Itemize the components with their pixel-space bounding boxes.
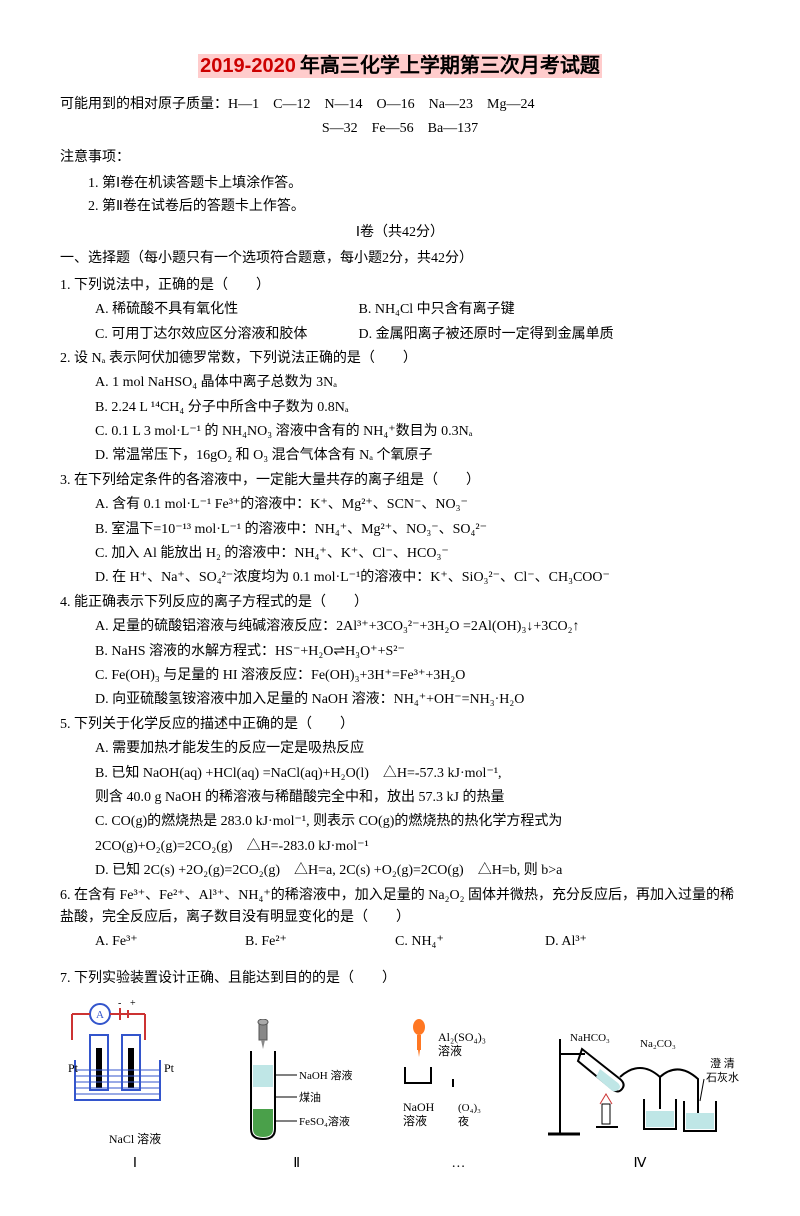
q1c: C. 可用丁达尔效应区分溶液和胶体	[95, 324, 355, 346]
q6a: A. Fe³⁺	[95, 931, 245, 953]
dg2-label: Ⅱ	[293, 1153, 300, 1175]
q2: 2. 设 Nₐ 表示阿伏加德罗常数，下列说法正确的是（ ）	[60, 348, 740, 370]
q5b2: 则含 40.0 g NaOH 的稀溶液与稀醋酸完全中和，放出 57.3 kJ 的…	[95, 787, 740, 809]
atomic-masses-1: 可能用到的相对原子质量：H—1 C—12 N—14 O—16 Na—23 Mg—…	[60, 94, 740, 116]
section-1: 一、选择题（每小题只有一个选项符合题意，每小题2分，共42分）	[60, 248, 740, 270]
diagram-4-svg: NaHCO₃ Na₂CO₃ 澄 清 石灰水	[540, 1019, 740, 1149]
svg-text:Al₂(SO₄)₃: Al₂(SO₄)₃	[438, 1030, 486, 1044]
svg-text:澄 清: 澄 清	[710, 1056, 735, 1070]
q4c: C. Fe(OH)₃ 与足量的 HI 溶液反应：Fe(OH)₃+3H⁺=Fe³⁺…	[95, 665, 740, 687]
diagram-3-svg: Al₂(SO₄)₃ 溶液 NaOH 溶液 (O₄)₃ 夜	[383, 1019, 533, 1149]
svg-text:A: A	[96, 1009, 104, 1021]
notice-header: 注意事项：	[60, 147, 740, 169]
svg-text:NaHCO₃: NaHCO₃	[570, 1032, 610, 1044]
svg-text:Pt: Pt	[164, 1061, 175, 1075]
q7: 7. 下列实验装置设计正确、且能达到目的的是（ ）	[60, 968, 740, 990]
q5: 5. 下列关于化学反应的描述中正确的是（ ）	[60, 714, 740, 736]
q3d: D. 在 H⁺、Na⁺、SO₄²⁻浓度均为 0.1 mol·L⁻¹的溶液中：K⁺…	[95, 567, 740, 589]
svg-text:NaOH: NaOH	[403, 1100, 435, 1114]
notice-2: 2. 第Ⅱ卷在试卷后的答题卡上作答。	[88, 196, 740, 218]
svg-text:Pt: Pt	[68, 1061, 79, 1075]
q1-row1: A. 稀硫酸不具有氧化性 B. NH₄Cl 中只含有离子键	[95, 299, 740, 321]
q6c: C. NH₄⁺	[395, 931, 545, 953]
q4: 4. 能正确表示下列反应的离子方程式的是（ ）	[60, 592, 740, 614]
diagram-2: NaOH 溶液 煤油 FeSO₄溶液 Ⅱ	[217, 1019, 377, 1175]
diagram-2-svg: NaOH 溶液 煤油 FeSO₄溶液	[217, 1019, 377, 1149]
q5c1: C. CO(g)的燃烧热是 283.0 kJ·mol⁻¹, 则表示 CO(g)的…	[95, 811, 740, 833]
q2b: B. 2.24 L ¹⁴CH₄ 分子中所含中子数为 0.8Nₐ	[95, 397, 740, 419]
q2a: A. 1 mol NaHSO₄ 晶体中离子总数为 3Nₐ	[95, 372, 740, 394]
dg2-fe-text: FeSO₄溶液	[299, 1114, 350, 1128]
q3b: B. 室温下=10⁻¹³ mol·L⁻¹ 的溶液中：NH₄⁺、Mg²⁺、NO₃⁻…	[95, 519, 740, 541]
q6b: B. Fe²⁺	[245, 931, 395, 953]
diagram-1-svg: A - +	[60, 1000, 210, 1130]
dg4-label: Ⅳ	[634, 1153, 647, 1175]
title-rest: 年高三化学上学期第三次月考试题	[298, 54, 602, 78]
q2d: D. 常温常压下，16gO₂ 和 O₃ 混合气体含有 Nₐ 个氧原子	[95, 445, 740, 467]
q5a: A. 需要加热才能发生的反应一定是吸热反应	[95, 738, 740, 760]
dg1-label: Ⅰ	[133, 1153, 137, 1175]
dg2-naoh-text: NaOH 溶液	[299, 1068, 352, 1082]
dg2-oil-text: 煤油	[299, 1090, 321, 1104]
q6-options: A. Fe³⁺ B. Fe²⁺ C. NH₄⁺ D. Al³⁺	[95, 931, 740, 953]
notice-1: 1. 第Ⅰ卷在机读答题卡上填涂作答。	[88, 173, 740, 195]
q5b1: B. 已知 NaOH(aq) +HCl(aq) =NaCl(aq)+H₂O(l)…	[95, 763, 740, 785]
exam-page: 2019-2020年高三化学上学期第三次月考试题 可能用到的相对原子质量：H—1…	[0, 0, 800, 1216]
q5c2: 2CO(g)+O₂(g)=2CO₂(g) △H=-283.0 kJ·mol⁻¹	[95, 836, 740, 858]
q1-row2: C. 可用丁达尔效应区分溶液和胶体 D. 金属阳离子被还原时一定得到金属单质	[95, 324, 740, 346]
diagram-4: NaHCO₃ Na₂CO₃ 澄 清 石灰水	[540, 1019, 740, 1175]
q1d: D. 金属阳离子被还原时一定得到金属单质	[359, 327, 614, 342]
diagram-1: A - +	[60, 1000, 210, 1176]
q3c: C. 加入 Al 能放出 H₂ 的溶液中：NH₄⁺、K⁺、Cl⁻、HCO₃⁻	[95, 543, 740, 565]
svg-text:Na₂CO₃: Na₂CO₃	[640, 1038, 676, 1050]
q3a: A. 含有 0.1 mol·L⁻¹ Fe³⁺的溶液中：K⁺、Mg²⁺、SCN⁻、…	[95, 494, 740, 516]
dg1-salt: NaCl 溶液	[109, 1130, 161, 1149]
atomic-masses-2: S—32 Fe—56 Ba—137	[60, 118, 740, 140]
q2c: C. 0.1 L 3 mol·L⁻¹ 的 NH₄NO₃ 溶液中含有的 NH₄⁺数…	[95, 421, 740, 443]
diagram-3: Al₂(SO₄)₃ 溶液 NaOH 溶液 (O₄)₃ 夜 …	[383, 1019, 533, 1175]
q4b: B. NaHS 溶液的水解方程式：HS⁻+H₂O⇌H₃O⁺+S²⁻	[95, 641, 740, 663]
svg-text:溶液: 溶液	[403, 1113, 427, 1128]
svg-text:(O₄)₃: (O₄)₃	[458, 1102, 481, 1114]
q6: 6. 在含有 Fe³⁺、Fe²⁺、Al³⁺、NH₄⁺的稀溶液中，加入足量的 Na…	[60, 885, 740, 930]
svg-text:溶液: 溶液	[438, 1043, 462, 1058]
q4a: A. 足量的硫酸铝溶液与纯碱溶液反应：2Al³⁺+3CO₃²⁻+3H₂O =2A…	[95, 616, 740, 638]
dg3-label: …	[451, 1153, 465, 1175]
q5d: D. 已知 2C(s) +2O₂(g)=2CO₂(g) △H=a, 2C(s) …	[95, 860, 740, 882]
diagram-row: A - +	[60, 1000, 740, 1176]
q3: 3. 在下列给定条件的各溶液中，一定能大量共存的离子组是（ ）	[60, 470, 740, 492]
svg-text:石灰水: 石灰水	[706, 1070, 739, 1084]
q1b: B. NH₄Cl 中只含有离子键	[359, 302, 515, 317]
svg-text:+: +	[130, 1000, 136, 1009]
q6d: D. Al³⁺	[545, 931, 695, 953]
q4d: D. 向亚硫酸氢铵溶液中加入足量的 NaOH 溶液：NH₄⁺+OH⁻=NH₃·H…	[95, 689, 740, 711]
q1a: A. 稀硫酸不具有氧化性	[95, 299, 355, 321]
q1: 1. 下列说法中，正确的是（ ）	[60, 275, 740, 297]
title: 2019-2020年高三化学上学期第三次月考试题	[60, 50, 740, 82]
svg-text:-: -	[118, 1000, 121, 1009]
svg-text:夜: 夜	[458, 1114, 469, 1128]
title-year: 2019-2020	[198, 54, 298, 78]
part1-header: Ⅰ卷（共42分）	[60, 222, 740, 244]
